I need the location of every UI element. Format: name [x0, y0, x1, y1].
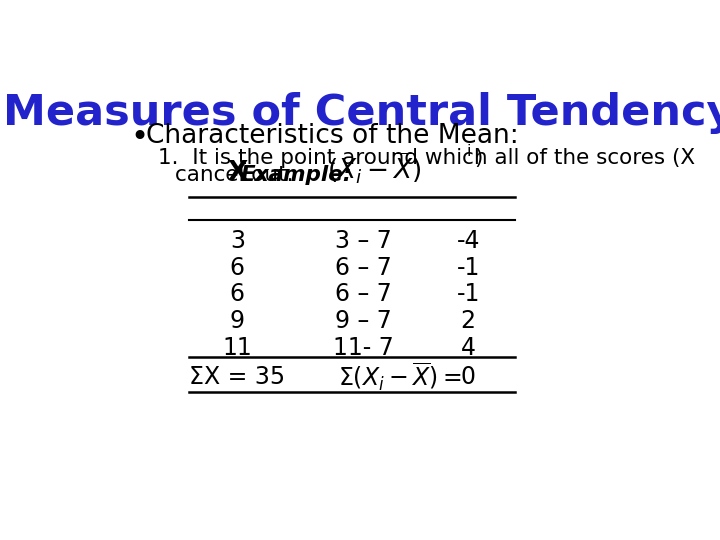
Text: Characteristics of the Mean:: Characteristics of the Mean: — [145, 123, 518, 150]
Text: 6 – 7: 6 – 7 — [336, 282, 392, 307]
Text: 1.  It is the point around which all of the scores (X: 1. It is the point around which all of t… — [158, 148, 696, 168]
Text: ): ) — [474, 148, 483, 168]
Text: cancel out.: cancel out. — [175, 165, 301, 185]
Text: •: • — [130, 123, 148, 152]
Text: 9 – 7: 9 – 7 — [336, 309, 392, 333]
Text: 9: 9 — [230, 309, 245, 333]
Text: 3: 3 — [230, 228, 245, 253]
Text: 4: 4 — [461, 336, 476, 360]
Text: 3 – 7: 3 – 7 — [336, 228, 392, 253]
Text: ΣX = 35: ΣX = 35 — [189, 365, 285, 389]
Text: $\Sigma(X_i - \overline{X}) = $: $\Sigma(X_i - \overline{X}) = $ — [338, 361, 462, 393]
Text: Measures of Central Tendency: Measures of Central Tendency — [4, 92, 720, 134]
Text: -1: -1 — [456, 282, 480, 307]
Text: 11: 11 — [222, 336, 252, 360]
Text: 6: 6 — [230, 255, 245, 280]
Text: Example:: Example: — [240, 165, 352, 185]
Text: $(X_i - \overline{X})$: $(X_i - \overline{X})$ — [327, 151, 422, 186]
Text: X: X — [227, 160, 248, 186]
Text: 11- 7: 11- 7 — [333, 336, 394, 360]
Text: 0: 0 — [461, 365, 476, 389]
Text: 6: 6 — [230, 282, 245, 307]
Text: 6 – 7: 6 – 7 — [336, 255, 392, 280]
Text: -1: -1 — [456, 255, 480, 280]
Text: -4: -4 — [456, 228, 480, 253]
Text: 2: 2 — [461, 309, 476, 333]
Text: i: i — [467, 144, 471, 159]
